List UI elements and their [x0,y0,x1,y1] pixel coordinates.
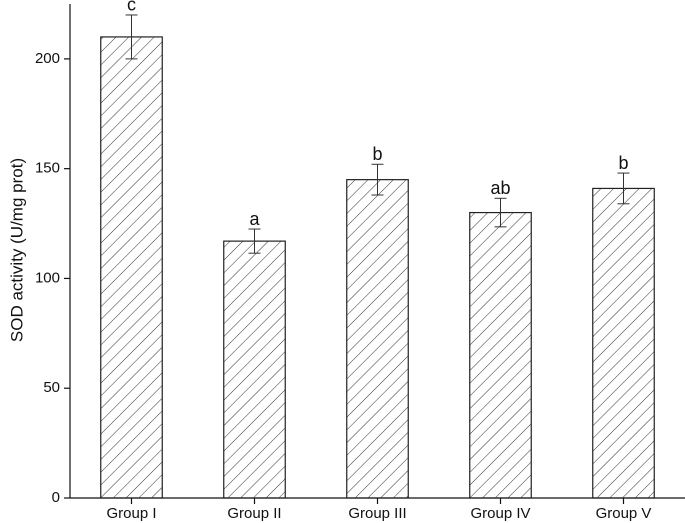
bar [469,211,532,499]
error-bar [494,197,507,228]
bar [223,240,286,499]
significance-label: b [372,144,382,164]
y-tick-label: 50 [43,379,60,396]
y-tick-label: 100 [35,269,60,286]
error-bar [125,14,138,60]
bar [592,187,655,499]
y-tick-label: 150 [35,160,60,177]
significance-label: a [249,209,260,229]
error-bar [248,228,261,254]
significance-label: ab [490,178,510,198]
significance-label: c [127,0,136,15]
x-tick-label: Group I [106,505,156,522]
x-tick-label: Group II [227,505,281,522]
error-bar [617,172,630,205]
significance-label: b [618,153,628,173]
y-tick-label: 200 [35,50,60,67]
y-tick-label: 0 [52,489,60,506]
x-tick-label: Group V [596,505,652,522]
x-tick-label: Group III [348,505,406,522]
error-bar [371,163,384,196]
x-tick-label: Group IV [470,505,530,522]
y-axis-label: SOD activity (U/mg prot) [7,158,26,342]
bar [346,179,409,499]
bar [100,36,163,499]
